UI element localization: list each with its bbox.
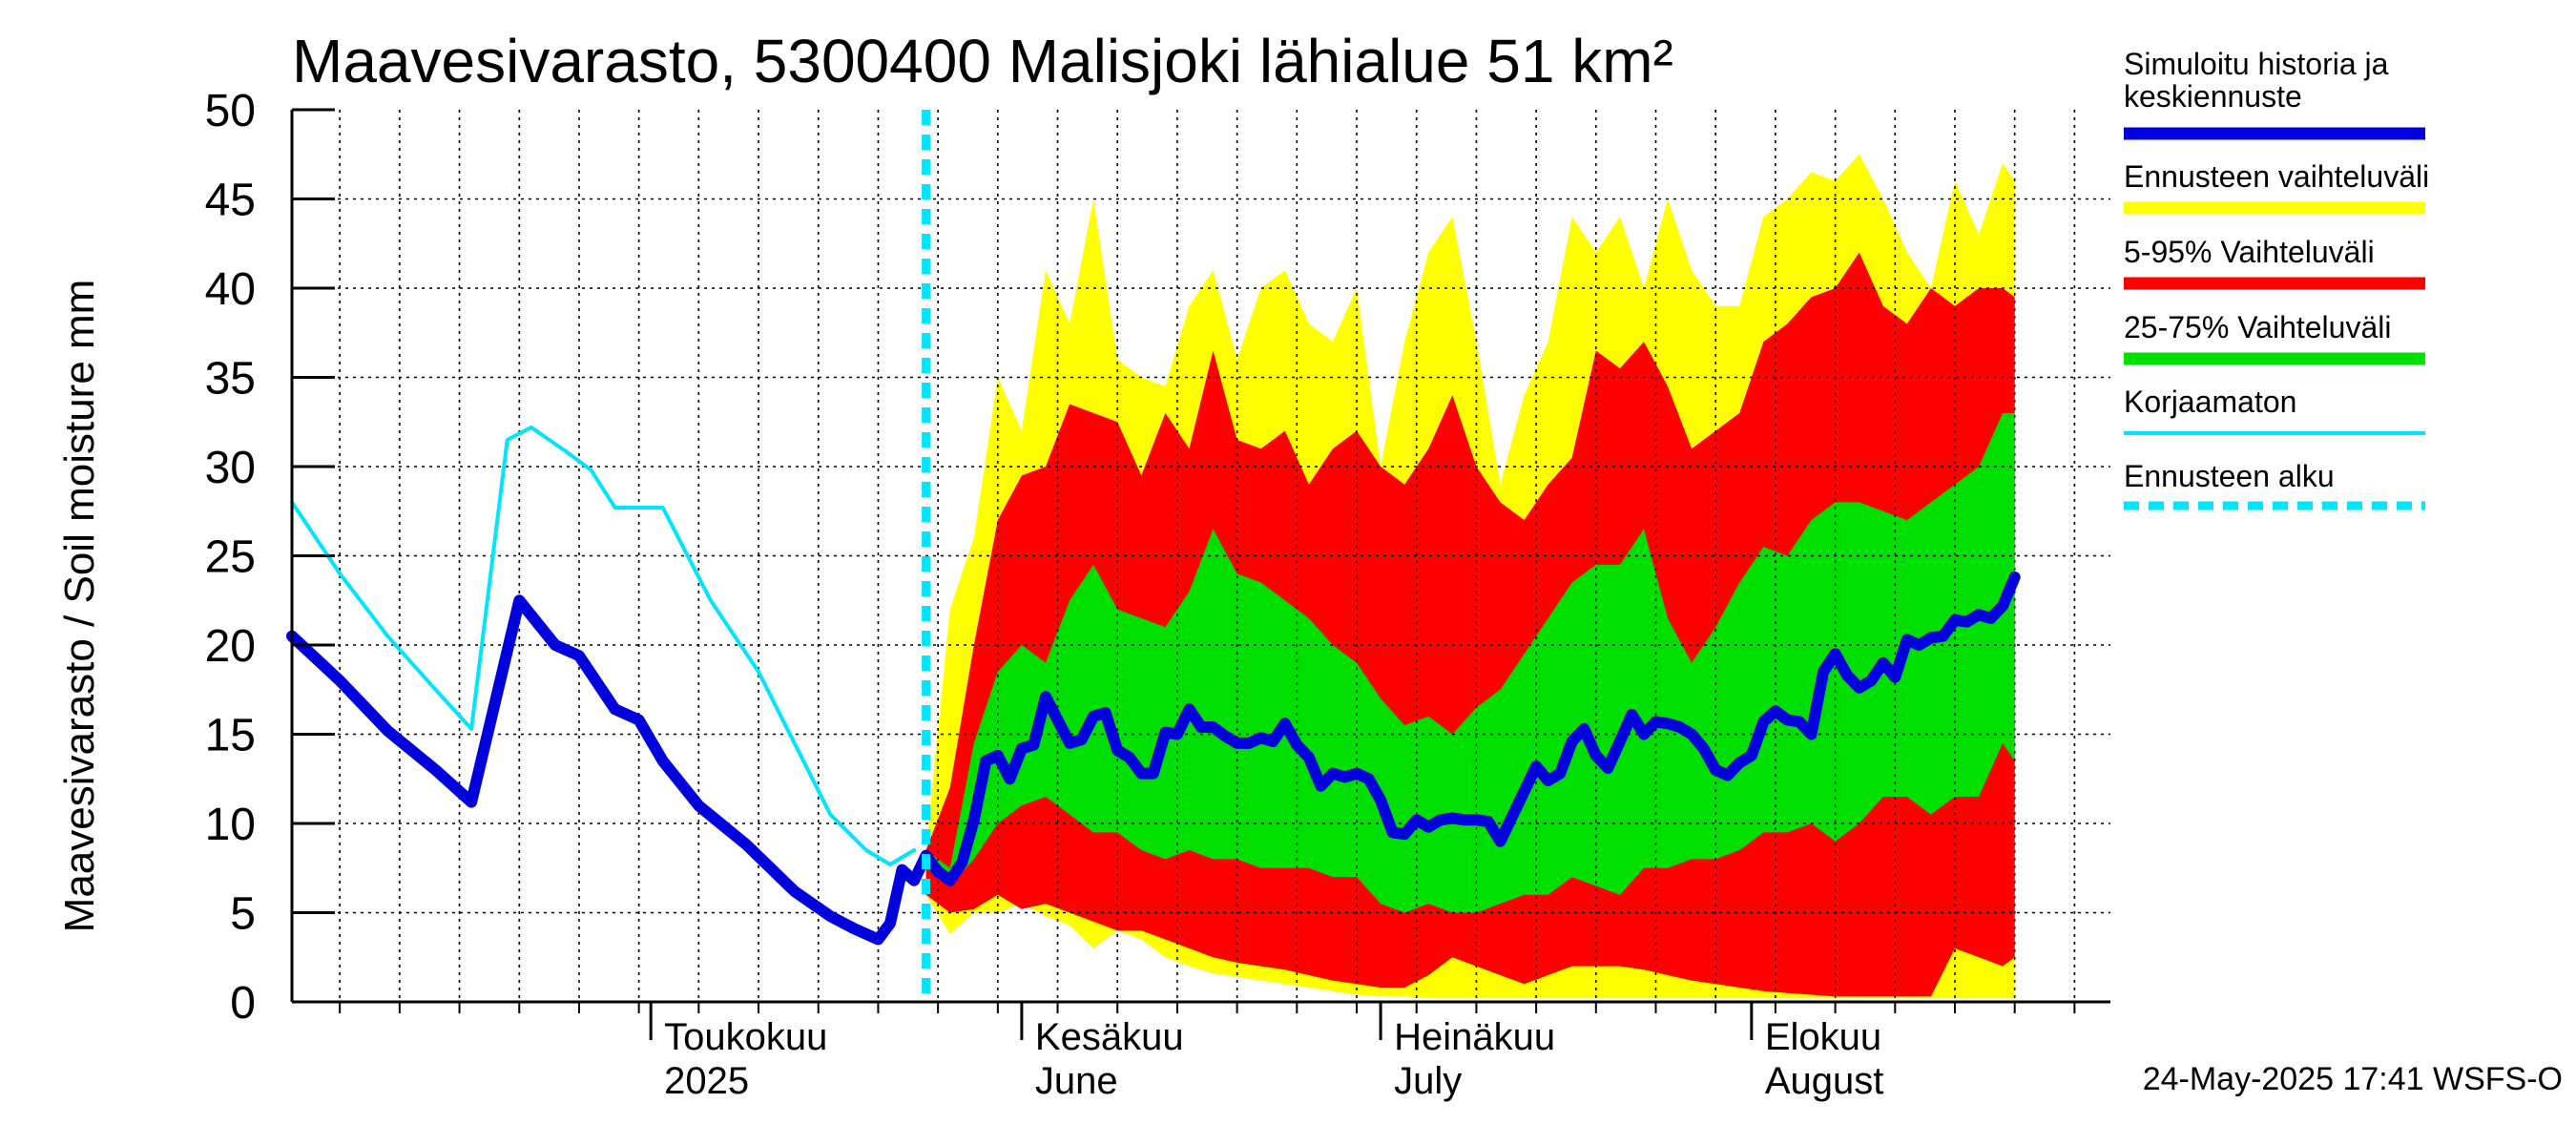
x-tick-label: Heinäkuu xyxy=(1394,1016,1555,1058)
band-2 xyxy=(925,412,2015,913)
y-tick-label: 20 xyxy=(205,621,256,672)
x-tick-sublabel: August xyxy=(1765,1060,1884,1102)
x-tick-sublabel: 2025 xyxy=(664,1060,749,1102)
x-tick-sublabel: June xyxy=(1035,1060,1118,1102)
y-tick-label: 30 xyxy=(205,443,256,493)
x-tick-label: Toukokuu xyxy=(664,1016,827,1058)
series-line-uncorrected xyxy=(290,425,917,866)
legend-label: 5-95% Vaihteluväli xyxy=(2124,235,2375,269)
y-tick-label: 5 xyxy=(230,889,256,940)
legend-item-2: 5-95% Vaihteluväli xyxy=(2124,235,2425,290)
y-tick-label: 0 xyxy=(230,978,256,1029)
y-tick-label: 15 xyxy=(205,711,256,761)
y-axis-label: Maavesivarasto / Soil moisture mm xyxy=(56,280,103,933)
legend-item-4: Korjaamaton xyxy=(2124,385,2425,435)
y-tick-label: 40 xyxy=(205,264,256,315)
timestamp-footer: 24-May-2025 17:41 WSFS-O xyxy=(2143,1061,2563,1097)
x-tick-label: Elokuu xyxy=(1765,1016,1881,1058)
legend-label: Ennusteen alku xyxy=(2124,459,2335,493)
chart-title: Maavesivarasto, 5300400 Malisjoki lähial… xyxy=(292,27,1673,95)
legend-label: 25-75% Vaihteluväli xyxy=(2124,310,2391,344)
legend-label: Simuloitu historia ja xyxy=(2124,47,2389,81)
y-tick-label: 35 xyxy=(205,354,256,405)
y-tick-label: 50 xyxy=(205,86,256,136)
forecast-bands xyxy=(925,154,2015,999)
y-tick-label: 25 xyxy=(205,532,256,583)
legend-label: Ennusteen vaihteluväli xyxy=(2124,159,2429,194)
x-tick-sublabel: July xyxy=(1394,1060,1462,1102)
axes: 05101520253035404550Toukokuu2025KesäkuuJ… xyxy=(205,86,2110,1102)
legend-item-1: Ennusteen vaihteluväli xyxy=(2124,159,2429,215)
legend-item-3: 25-75% Vaihteluväli xyxy=(2124,310,2425,365)
grid xyxy=(292,110,2110,1002)
series-lines xyxy=(286,110,2021,1002)
series-line-simulated xyxy=(286,571,2021,946)
y-tick-label: 45 xyxy=(205,176,256,226)
x-tick-label: Kesäkuu xyxy=(1035,1016,1184,1058)
legend-item-5: Ennusteen alku xyxy=(2124,459,2425,510)
legend-label: Korjaamaton xyxy=(2124,385,2296,419)
y-tick-label: 10 xyxy=(205,800,256,850)
legend-label: keskiennuste xyxy=(2124,79,2302,114)
